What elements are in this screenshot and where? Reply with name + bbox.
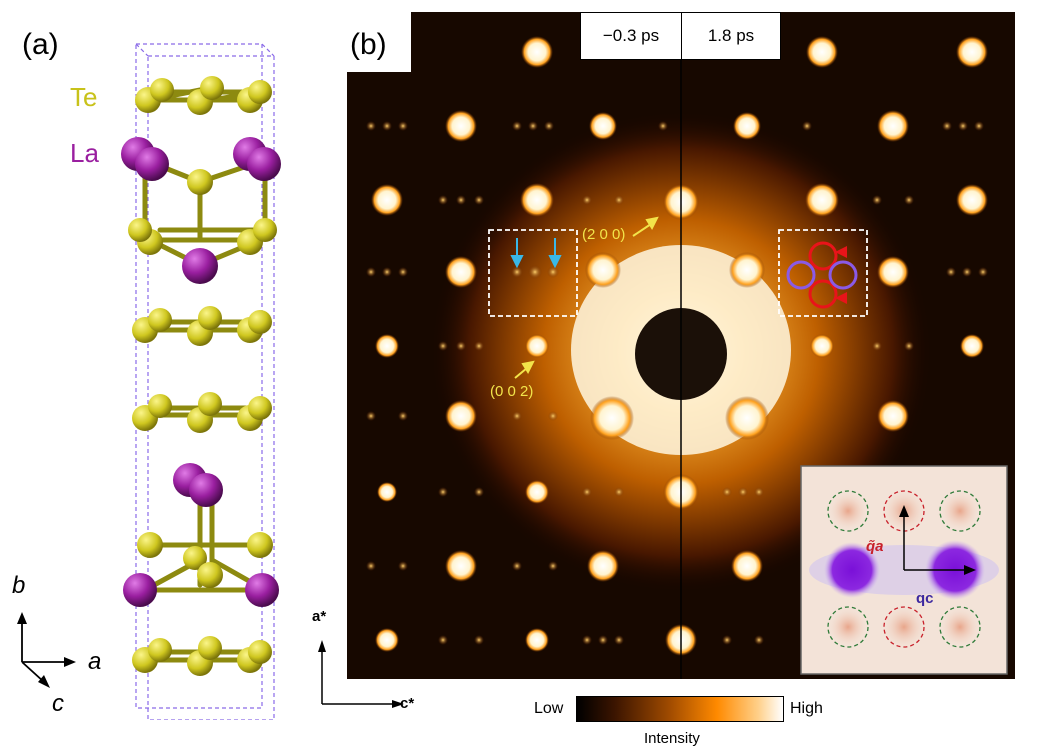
yellow-arrows [514,216,659,379]
colorbar [576,696,784,722]
axis-b-label: b [12,572,26,599]
axis-a-label: a [88,648,102,675]
panel-b-label-text: (b) [350,28,387,61]
difference-inset [800,465,1008,675]
time-label-before: −0.3 ps [580,12,682,60]
axis-c-label: c [52,690,64,717]
colorbar-low-label: Low [534,700,564,717]
cyan-arrows [510,238,562,269]
red-arrows [835,246,847,304]
highlight-box-left [488,229,578,317]
time-label-after: 1.8 ps [681,12,781,60]
panel-b-label [347,12,411,72]
inset-qa-label: q̃a [866,538,884,555]
axis-c-star-label: c* [400,695,415,712]
colorbar-high-label: High [790,700,823,717]
panel-a-label: (a) [22,28,59,61]
diffraction-pattern [347,12,1015,679]
reciprocal-axes [318,640,404,708]
inset-qc-label: qc [916,590,934,607]
satellite-spots [366,121,988,645]
real-space-axes [17,612,76,688]
highlight-box-right [778,229,868,317]
colorbar-title: Intensity [644,730,700,747]
reflection-200-label: (2 0 0) [582,226,626,243]
unit-cell-outline [135,43,275,720]
crystal-structure-diagram [121,43,281,720]
te-atoms [128,76,277,676]
reflection-002-label: (0 0 2) [490,383,534,400]
bragg-spots [371,36,988,656]
axis-a-star-label: a* [312,608,327,625]
la-atoms [121,137,281,607]
satellite-circles [786,241,858,309]
la-label: La [70,138,99,168]
te-label: Te [70,82,98,112]
